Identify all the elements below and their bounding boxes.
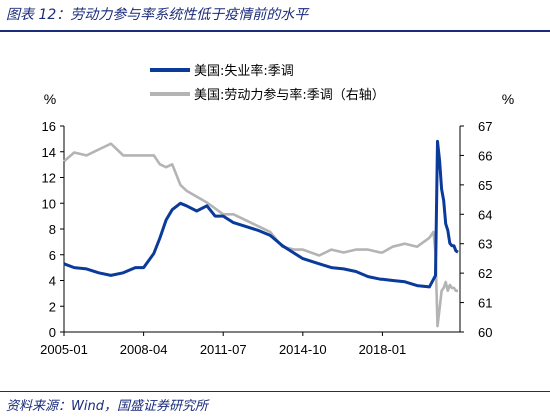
source-note: 资料来源：Wind，国盛证券研究所 <box>6 399 208 414</box>
left-tick-label: 8 <box>49 222 56 237</box>
right-tick-label: 65 <box>478 178 492 193</box>
series-line-participation <box>63 142 458 328</box>
legend-label-participation: 美国:劳动力参与率:季调（右轴） <box>194 87 385 103</box>
x-tick-label: 2008-04 <box>120 342 168 357</box>
axes-group: 0 2 4 6 8 10 12 14 16 60 61 62 63 64 65 66 67 2005-01 2008… <box>40 91 514 357</box>
x-tick-label: 2018-01 <box>359 342 407 357</box>
x-tick-label: 2011-07 <box>200 342 247 357</box>
left-tick-label: 2 <box>49 299 56 314</box>
x-tick-label: 2014-10 <box>279 342 327 357</box>
left-tick-label: 6 <box>49 248 56 263</box>
right-tick-label: 60 <box>478 325 492 340</box>
x-tick-label: 2005-01 <box>40 342 88 357</box>
title-rule <box>0 30 550 32</box>
series-layer <box>63 139 459 328</box>
right-tick-label: 67 <box>478 119 492 134</box>
right-tick-label: 63 <box>478 237 492 252</box>
right-tick-label: 62 <box>478 266 492 281</box>
legend-label-unemployment: 美国:失业率:季调 <box>194 63 294 79</box>
left-tick-label: 0 <box>49 325 56 340</box>
left-axis-unit: % <box>44 91 56 107</box>
right-axis-unit: % <box>502 91 514 107</box>
right-tick-label: 64 <box>478 207 492 222</box>
left-tick-label: 12 <box>42 171 56 186</box>
left-tick-label: 4 <box>49 274 56 289</box>
right-tick-label: 66 <box>478 148 492 163</box>
left-tick-label: 10 <box>42 196 56 211</box>
left-tick-label: 16 <box>42 119 56 134</box>
right-tick-label: 61 <box>478 296 492 311</box>
chart: 0 2 4 6 8 10 12 14 16 60 61 62 63 64 65 66 67 2005-01 2008… <box>40 63 514 357</box>
source-rule <box>0 391 550 392</box>
left-tick-label: 14 <box>42 145 56 160</box>
figure-title: 图表 12：劳动力参与率系统性低于疫情前的水平 <box>6 7 309 23</box>
series-line-unemployment <box>63 139 459 289</box>
